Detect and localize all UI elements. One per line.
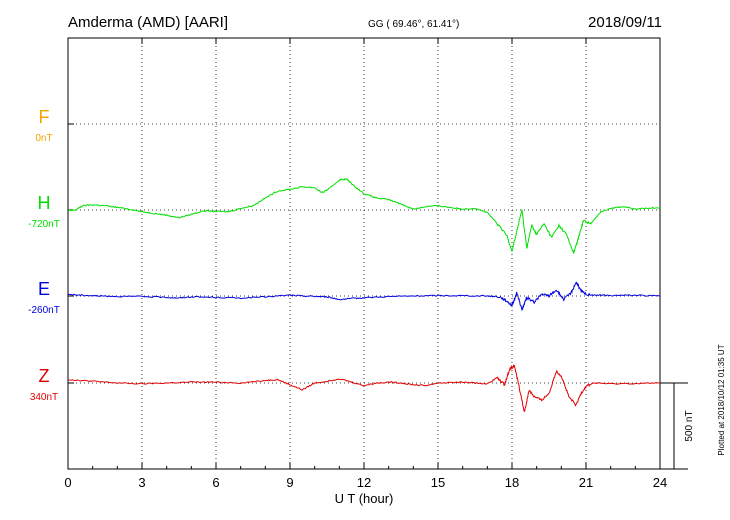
x-tick-label: 9 bbox=[286, 475, 293, 490]
x-tick-label: 12 bbox=[357, 475, 371, 490]
series-line-z bbox=[68, 363, 661, 412]
x-tick-label: 6 bbox=[212, 475, 219, 490]
series-layer bbox=[67, 177, 661, 412]
x-axis-label: U T (hour) bbox=[335, 491, 394, 506]
plotted-at-label: Plotted at 2018/10/12 01:35 UT bbox=[717, 344, 726, 455]
coordinates-label: GG ( 69.46°, 61.41°) bbox=[368, 19, 459, 30]
channel-baseline-e: -260nT bbox=[28, 305, 60, 316]
channel-name-e: E bbox=[38, 279, 50, 299]
channel-baseline-z: 340nT bbox=[30, 392, 58, 403]
scale-bar-label: 500 nT bbox=[684, 410, 695, 441]
scale-bar: 500 nT bbox=[660, 382, 695, 470]
axis-ticks: 0 3 6 9 12 15 18 21 24 bbox=[64, 38, 667, 490]
x-tick-label: 21 bbox=[579, 475, 593, 490]
channel-baseline-h: -720nT bbox=[28, 219, 60, 230]
x-tick-label: 24 bbox=[653, 475, 667, 490]
series-line-h bbox=[67, 177, 661, 254]
channel-name-f: F bbox=[39, 107, 50, 127]
x-tick-label: 18 bbox=[505, 475, 519, 490]
channel-name-z: Z bbox=[39, 366, 50, 386]
channel-name-h: H bbox=[38, 193, 51, 213]
x-tick-label: 15 bbox=[431, 475, 445, 490]
channel-labels: F 0nT H -720nT E -260nT Z 340nT bbox=[28, 107, 60, 403]
date-label: 2018/09/11 bbox=[588, 14, 662, 31]
x-tick-label: 0 bbox=[64, 475, 71, 490]
x-tick-label: 3 bbox=[138, 475, 145, 490]
series-line-e bbox=[67, 281, 661, 312]
grid-lines bbox=[68, 38, 660, 469]
channel-baseline-f: 0nT bbox=[35, 133, 52, 144]
station-title: Amderma (AMD) [AARI] bbox=[68, 14, 228, 31]
